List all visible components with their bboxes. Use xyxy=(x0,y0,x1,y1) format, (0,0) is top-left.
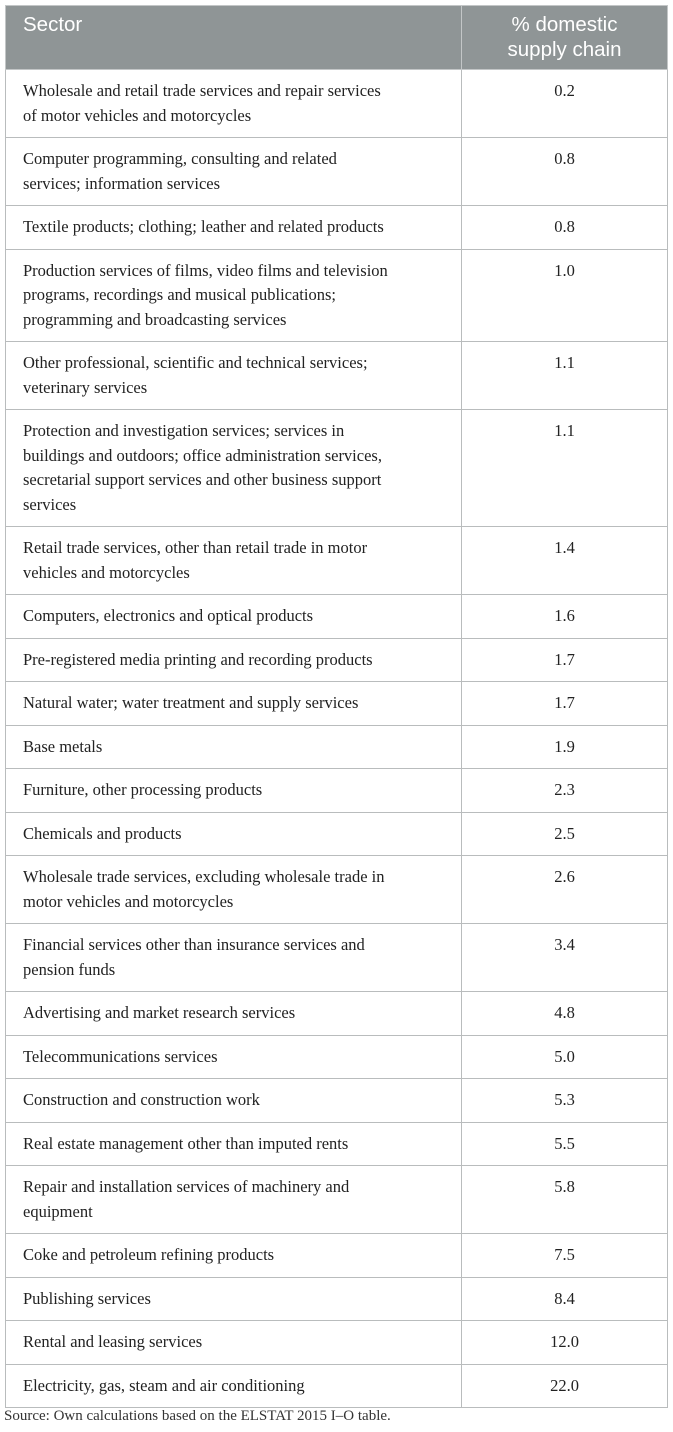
table-row: Computer programming, consulting and rel… xyxy=(5,137,668,206)
sector-cell: Construction and construction work xyxy=(5,1078,462,1123)
header-sector: Sector xyxy=(5,5,462,70)
value-cell: 7.5 xyxy=(461,1233,668,1278)
value-cell: 2.3 xyxy=(461,768,668,813)
table-row: Coke and petroleum refining products 7.5 xyxy=(5,1233,668,1278)
value-cell: 5.3 xyxy=(461,1078,668,1123)
table-row: Financial services other than insurance … xyxy=(5,923,668,992)
sector-cell: Repair and installation services of mach… xyxy=(5,1165,462,1234)
table-row: Telecommunications services 5.0 xyxy=(5,1034,668,1079)
value-cell: 8.4 xyxy=(461,1276,668,1321)
sector-cell: Textile products; clothing; leather and … xyxy=(5,205,462,250)
value-cell: 5.0 xyxy=(461,1034,668,1079)
value-cell: 1.1 xyxy=(461,409,668,527)
sector-cell: Retail trade services, other than retail… xyxy=(5,526,462,595)
header-domestic-supply-chain: % domestic supply chain xyxy=(461,5,668,70)
value-cell: 0.2 xyxy=(461,69,668,138)
table-row: Pre-registered media printing and record… xyxy=(5,637,668,682)
sector-cell: Real estate management other than impute… xyxy=(5,1121,462,1166)
supply-chain-table: Sector % domestic supply chain Wholesale… xyxy=(5,5,668,1408)
table-body: Wholesale and retail trade services and … xyxy=(5,69,668,1408)
table-row: Natural water; water treatment and suppl… xyxy=(5,681,668,726)
value-cell: 5.5 xyxy=(461,1121,668,1166)
sector-cell: Wholesale trade services, excluding whol… xyxy=(5,855,462,924)
sector-cell: Publishing services xyxy=(5,1276,462,1321)
source-note: Source: Own calculations based on the EL… xyxy=(4,1408,391,1424)
value-cell: 0.8 xyxy=(461,205,668,250)
table-row: Computers, electronics and optical produ… xyxy=(5,594,668,639)
sector-cell: Computer programming, consulting and rel… xyxy=(5,137,462,206)
value-cell: 2.6 xyxy=(461,855,668,924)
value-cell: 1.6 xyxy=(461,594,668,639)
table-row: Advertising and market research services… xyxy=(5,991,668,1036)
sector-cell: Pre-registered media printing and record… xyxy=(5,637,462,682)
value-cell: 1.9 xyxy=(461,724,668,769)
value-cell: 1.1 xyxy=(461,341,668,410)
table-row: Protection and investigation services; s… xyxy=(5,409,668,527)
sector-cell: Advertising and market research services xyxy=(5,991,462,1036)
table-row: Wholesale trade services, excluding whol… xyxy=(5,855,668,924)
sector-cell: Production services of films, video film… xyxy=(5,248,462,342)
table-row: Publishing services 8.4 xyxy=(5,1276,668,1321)
sector-cell: Protection and investigation services; s… xyxy=(5,409,462,527)
table-row: Wholesale and retail trade services and … xyxy=(5,69,668,138)
sector-cell: Financial services other than insurance … xyxy=(5,923,462,992)
table-row: Production services of films, video film… xyxy=(5,248,668,342)
table-row: Chemicals and products 2.5 xyxy=(5,811,668,856)
sector-cell: Other professional, scientific and techn… xyxy=(5,341,462,410)
value-cell: 4.8 xyxy=(461,991,668,1036)
value-cell: 1.7 xyxy=(461,681,668,726)
sector-cell: Wholesale and retail trade services and … xyxy=(5,69,462,138)
value-cell: 12.0 xyxy=(461,1320,668,1365)
sector-cell: Furniture, other processing products xyxy=(5,768,462,813)
sector-cell: Base metals xyxy=(5,724,462,769)
sector-cell: Rental and leasing services xyxy=(5,1320,462,1365)
table-row: Furniture, other processing products 2.3 xyxy=(5,768,668,813)
value-cell: 3.4 xyxy=(461,923,668,992)
table-row: Electricity, gas, steam and air conditio… xyxy=(5,1363,668,1408)
sector-cell: Chemicals and products xyxy=(5,811,462,856)
value-cell: 1.4 xyxy=(461,526,668,595)
table-row: Real estate management other than impute… xyxy=(5,1121,668,1166)
table-row: Other professional, scientific and techn… xyxy=(5,341,668,410)
header-row: Sector % domestic supply chain xyxy=(5,5,668,70)
value-cell: 5.8 xyxy=(461,1165,668,1234)
table-row: Construction and construction work 5.3 xyxy=(5,1078,668,1123)
table-row: Textile products; clothing; leather and … xyxy=(5,205,668,250)
sector-cell: Computers, electronics and optical produ… xyxy=(5,594,462,639)
value-cell: 1.0 xyxy=(461,248,668,342)
table-row: Retail trade services, other than retail… xyxy=(5,526,668,595)
value-cell: 0.8 xyxy=(461,137,668,206)
table-row: Base metals 1.9 xyxy=(5,724,668,769)
sector-cell: Electricity, gas, steam and air conditio… xyxy=(5,1363,462,1408)
value-cell: 22.0 xyxy=(461,1363,668,1408)
table-row: Repair and installation services of mach… xyxy=(5,1165,668,1234)
table-row: Rental and leasing services 12.0 xyxy=(5,1320,668,1365)
value-cell: 1.7 xyxy=(461,637,668,682)
sector-cell: Natural water; water treatment and suppl… xyxy=(5,681,462,726)
sector-cell: Telecommunications services xyxy=(5,1034,462,1079)
value-cell: 2.5 xyxy=(461,811,668,856)
sector-cell: Coke and petroleum refining products xyxy=(5,1233,462,1278)
